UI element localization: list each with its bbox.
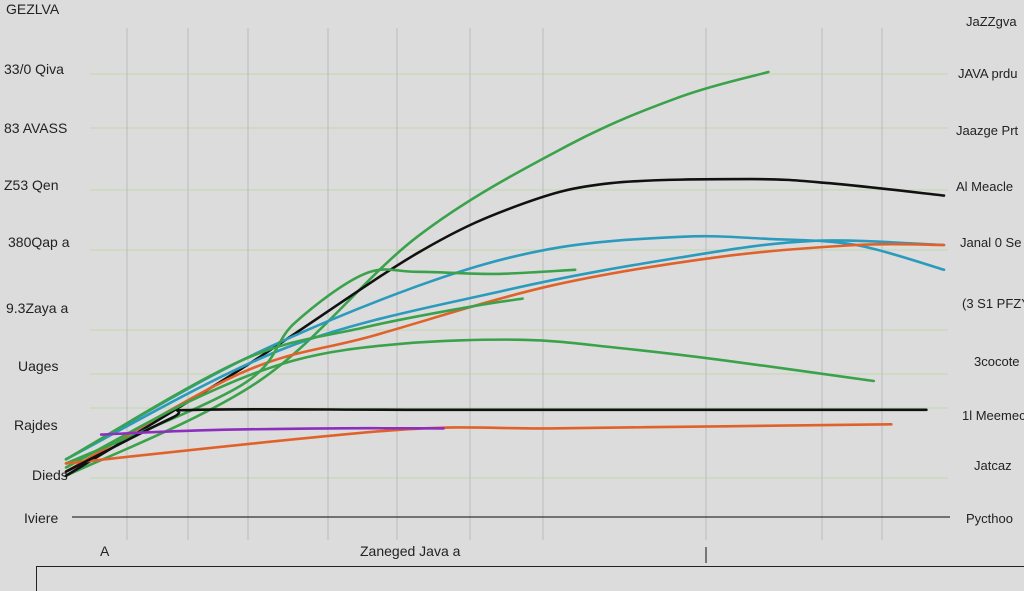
chart-grid	[90, 28, 948, 540]
y-axis-labels-right: JaZZgva JAVA prdu Jaazge Prt Al Meacle J…	[956, 14, 1024, 526]
series-line-2	[64, 177, 946, 478]
y-label-left-1: 33/0 Qiva	[4, 61, 64, 77]
bottom-frame	[36, 566, 1024, 591]
x-axis-left-label: A	[100, 543, 110, 559]
series-line-1	[64, 70, 770, 478]
series-line-4	[64, 239, 946, 461]
y-label-right-2: JAVA prdu	[958, 66, 1018, 81]
series-line-5	[64, 242, 946, 473]
y-label-right-8: 1l Meemec	[962, 408, 1024, 423]
y-label-left-8: Dieds	[32, 467, 68, 483]
chart-title: GEZLVA	[6, 1, 60, 17]
y-label-right-1: JaZZgva	[966, 14, 1017, 29]
y-label-left-7: Rajdes	[14, 417, 58, 433]
y-label-right-4: Al Meacle	[956, 179, 1013, 194]
x-axis-label: Zaneged Java a	[360, 543, 461, 559]
y-label-right-9: Jatcaz	[974, 458, 1012, 473]
y-label-left-5: 9.3Zaya a	[6, 300, 68, 316]
series-line-6	[64, 268, 577, 465]
y-label-right-3: Jaazge Prt	[956, 123, 1019, 138]
y-label-right-6: (3 S1 PFZY	[962, 296, 1024, 311]
y-label-left-6: Uages	[18, 358, 58, 374]
series-line-9	[64, 423, 893, 465]
y-label-left-3: Z53 Qen	[4, 177, 58, 193]
y-label-right-10: Pycthoo	[966, 511, 1013, 526]
series-line-8	[64, 338, 876, 469]
y-label-left-9: Iviere	[24, 510, 58, 526]
y-label-left-2: 83 AVASS	[4, 120, 67, 136]
series-line-11	[99, 426, 445, 436]
series-line-7	[64, 297, 524, 461]
series-line-10	[64, 407, 928, 473]
y-label-right-5: Janal 0 Se	[960, 235, 1021, 250]
y-axis-labels-left: 33/0 Qiva 83 AVASS Z53 Qen 380Qap a 9.3Z…	[4, 61, 70, 526]
y-label-right-7: 3cocote	[974, 354, 1020, 369]
series-layer	[64, 70, 946, 478]
y-label-left-4: 380Qap a	[8, 234, 70, 250]
x-axis	[72, 516, 950, 563]
